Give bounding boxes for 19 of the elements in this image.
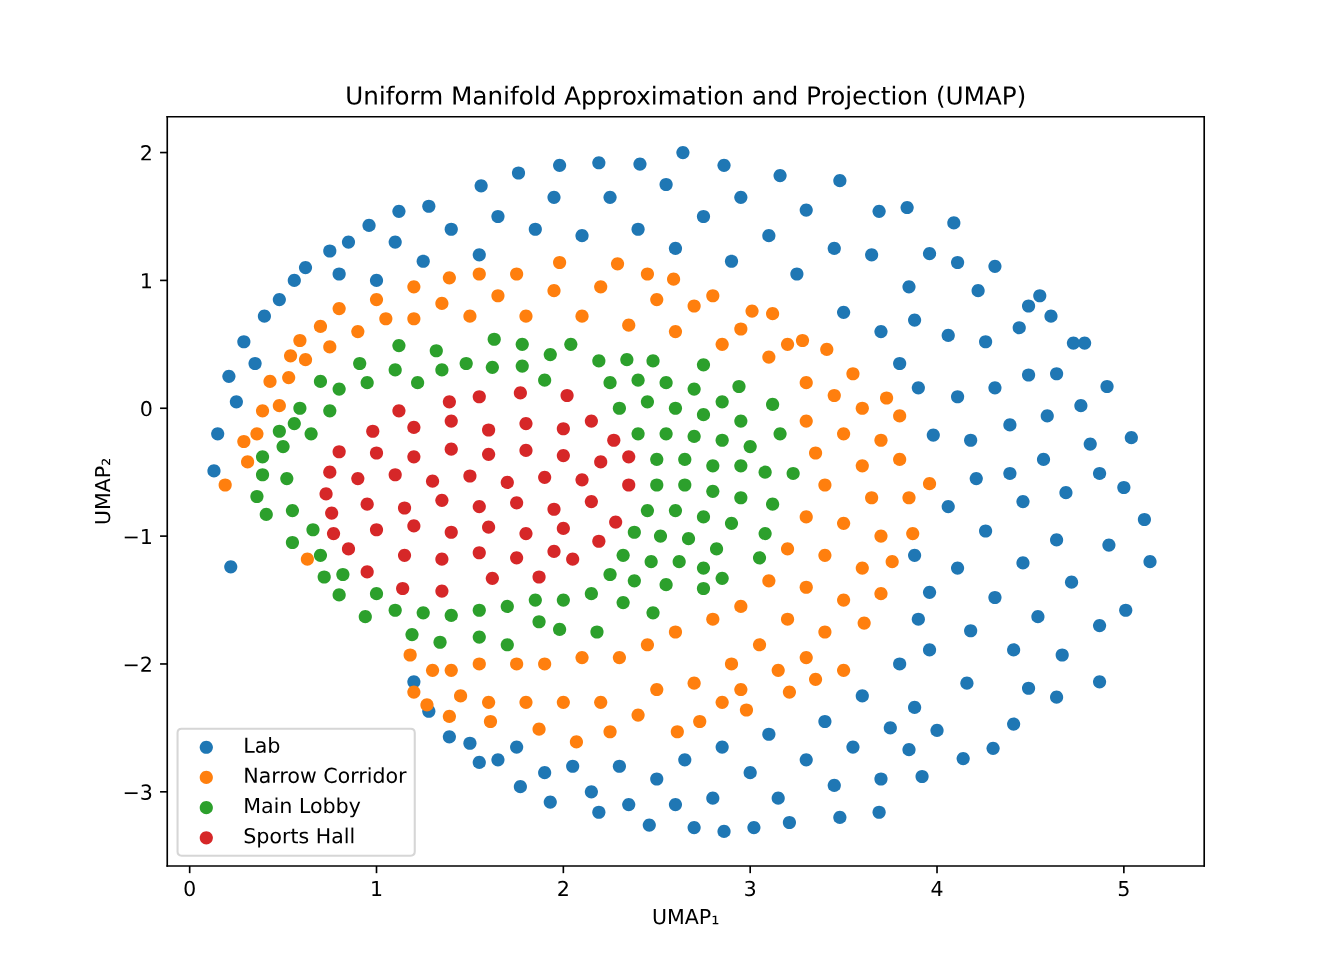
y-axis-title: UMAP₂ [95,458,111,524]
chart-title: Uniform Manifold Approximation and Projection (UMAP) [347,85,1025,110]
x-tick-label: 2 [558,880,568,896]
x-tick-label: 1 [372,880,382,896]
x-tick-label: 3 [745,880,756,897]
legend-label: Narrow Corridor [245,767,407,784]
y-tick-label: −1 [124,528,151,544]
x-axis-title: UMAP₁ [653,909,719,925]
y-tick-label: 0 [141,400,152,417]
legend-label: Sports Hall [244,827,354,848]
legend-label: Lab [245,737,280,753]
x-tick-label: 4 [931,880,943,896]
x-tick-label: 0 [184,880,195,897]
y-tick-label: 1 [142,273,151,289]
y-tick-label: −2 [124,656,151,672]
legend-label: Main Lobby [245,797,361,818]
x-tick-label: 5 [1118,880,1129,897]
y-tick-label: 2 [141,145,151,161]
y-tick-label: −3 [124,784,152,800]
